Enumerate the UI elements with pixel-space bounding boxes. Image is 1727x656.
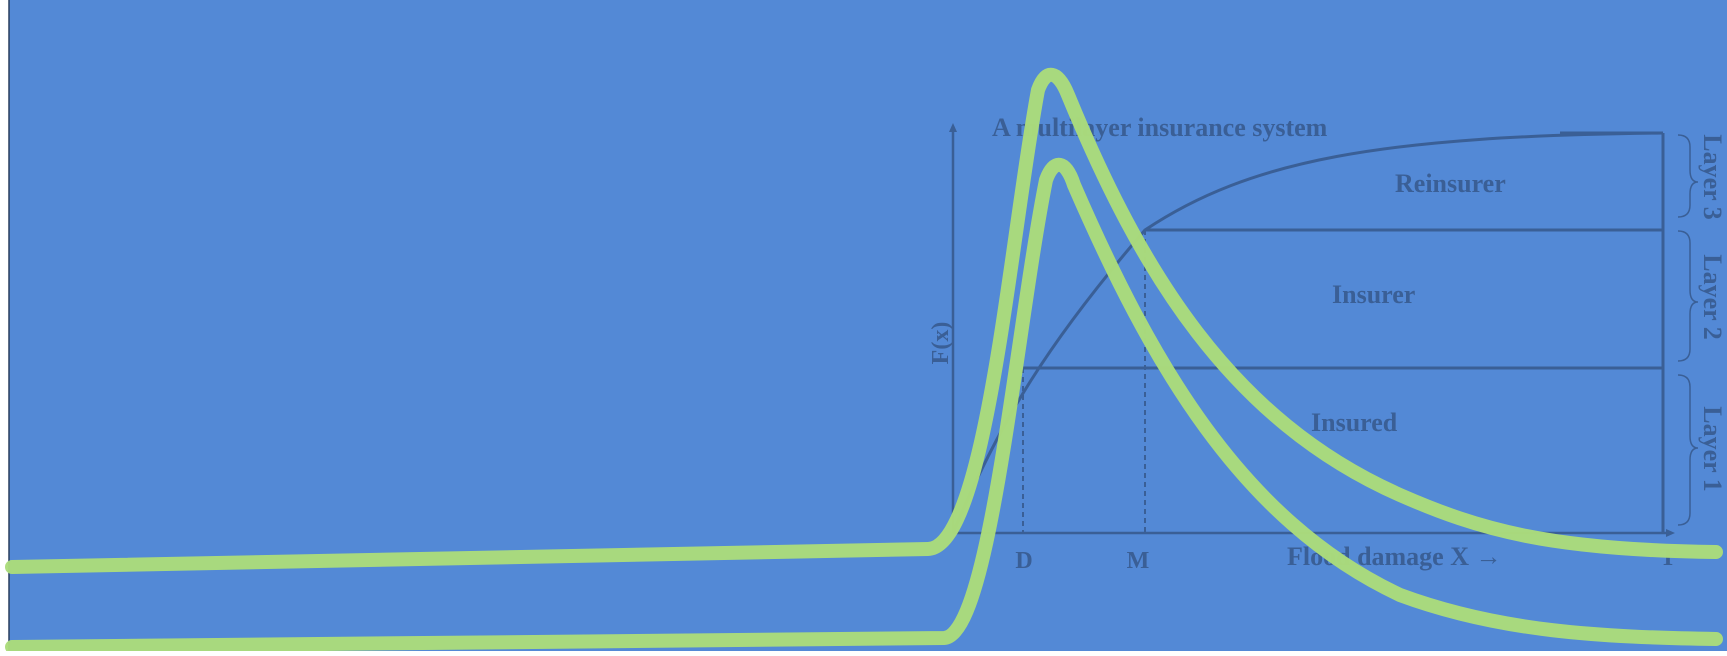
overlay-curves	[5, 67, 1723, 654]
diagram-title: A multilayer insurance system	[992, 113, 1328, 142]
region-label-insured: Insured	[1311, 408, 1398, 437]
region-label-insurer: Insurer	[1332, 280, 1415, 309]
upper-green-curve	[5, 67, 1723, 574]
background-panel	[9, 0, 1727, 651]
tick-label-d: D	[1015, 548, 1032, 574]
layer1-label: Layer 1	[1698, 406, 1727, 491]
layer2-brace	[1677, 230, 1699, 362]
layer1-brace	[1677, 374, 1699, 526]
tick-label-m: M	[1127, 548, 1150, 574]
lower-green-curve	[5, 157, 1723, 654]
layer3-brace	[1677, 134, 1699, 218]
layer2-label: Layer 2	[1698, 254, 1727, 339]
layer3-label: Layer 3	[1698, 134, 1727, 219]
y-axis-label: F(x)	[928, 322, 954, 365]
region-label-reinsurer: Reinsurer	[1395, 169, 1506, 198]
